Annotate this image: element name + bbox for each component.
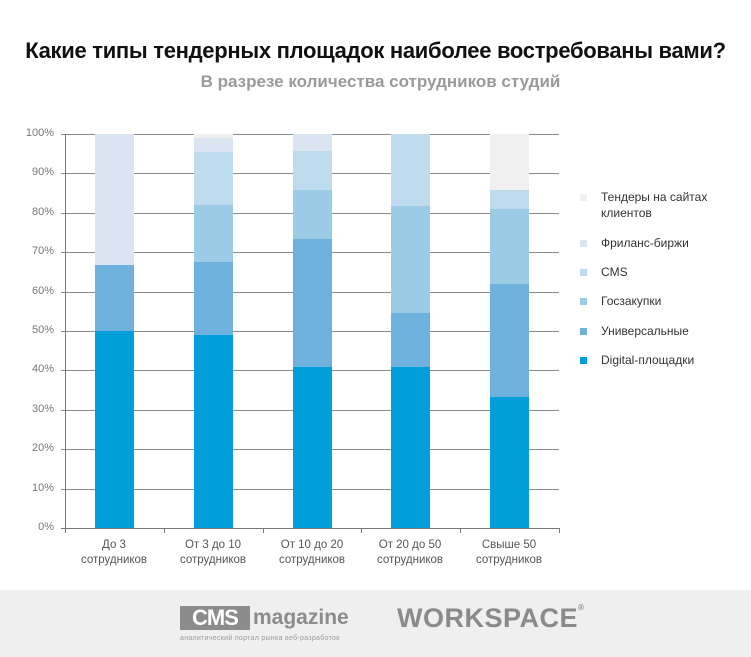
bar-segment (194, 152, 233, 205)
legend-swatch-icon (580, 240, 587, 247)
cms-logo-box: CMS (180, 606, 250, 630)
y-tick-label: 30% (31, 403, 54, 415)
y-tick-label: 20% (31, 442, 54, 454)
x-tick-mark (164, 528, 165, 533)
x-category-label: До 3 сотрудников (65, 538, 163, 568)
legend-label: Тендеры на сайтах клиентов (601, 190, 708, 220)
legend-swatch-icon (580, 328, 587, 335)
x-axis (61, 528, 559, 529)
x-label-line: сотрудников (80, 554, 148, 566)
x-category-label: От 3 до 10 сотрудников (164, 538, 262, 568)
bar-segment (95, 265, 134, 331)
chart-title: Какие типы тендерных площадок наиболее в… (25, 38, 726, 63)
bar-segment (293, 151, 332, 190)
bar-segment (490, 397, 529, 528)
bar-segment (194, 138, 233, 152)
cms-logo-text: magazine (253, 606, 349, 629)
y-tick-label: 80% (31, 206, 54, 218)
bar-segment (194, 134, 233, 138)
x-tick-mark (559, 528, 560, 533)
y-tick-label: 40% (31, 363, 54, 375)
stacked-bar-chart: 0% 10% 20% 30% 40% 50% 60% 70% 80% 90% 100% До 3 сот… (25, 127, 560, 568)
x-tick-mark (263, 528, 264, 533)
bar-segment (391, 134, 430, 206)
y-tick-label: 0% (38, 521, 54, 533)
y-axis (65, 134, 66, 529)
legend-swatch-icon (580, 357, 587, 364)
x-label-line: От 10 до 20 (280, 539, 344, 551)
bar-segment (391, 313, 430, 367)
legend-swatch-icon (580, 298, 587, 305)
x-label-line: сотрудников (179, 554, 247, 566)
legend-label: Фриланс-биржи (601, 236, 689, 250)
x-label-line: Свыше 50 (481, 539, 537, 551)
x-label-line: До 3 (102, 539, 126, 551)
bar-segment (391, 367, 430, 528)
x-label-line: От 3 до 10 (184, 539, 242, 551)
y-tick-label: 50% (31, 324, 54, 336)
bar-segment (95, 331, 134, 528)
chart-subtitle: В разрезе количества сотрудников студий (200, 72, 561, 91)
bar-segment (490, 209, 529, 284)
legend-label: Digital-площадки (601, 353, 695, 367)
x-tick-mark (65, 528, 66, 533)
y-tick-label: 100% (25, 127, 54, 139)
bar-segment (194, 205, 233, 262)
bar-segment (293, 367, 332, 528)
cms-tagline: аналитический портал рынка веб-разработо… (180, 635, 340, 642)
bar-segment (194, 262, 233, 335)
x-label-line: сотрудников (278, 554, 346, 566)
bar-segment (293, 190, 332, 239)
y-tick-label: 60% (31, 285, 54, 297)
bar-segment (194, 335, 233, 528)
x-tick-mark (460, 528, 461, 533)
workspace-logo-text: WORKSPACE (397, 603, 579, 633)
legend-swatch-icon (580, 269, 587, 276)
legend-label: Госзакупки (601, 294, 662, 308)
legend-label: CMS (601, 265, 628, 279)
y-tick-label: 70% (31, 245, 54, 257)
y-tick-label: 10% (31, 482, 54, 494)
footer: CMS magazine аналитический портал рынка … (0, 590, 751, 657)
registered-mark: ® (578, 603, 585, 612)
x-label-line: сотрудников (376, 554, 444, 566)
legend-label: Универсальные (601, 324, 689, 338)
bar-segment (490, 190, 529, 209)
x-category-label: Свыше 50 сотрудников (460, 538, 558, 568)
bar-segment (391, 206, 430, 313)
x-tick-mark (361, 528, 362, 533)
legend-swatch-icon (580, 194, 587, 201)
bar-segment (95, 134, 134, 265)
bar-segment (293, 134, 332, 151)
x-label-line: сотрудников (475, 554, 543, 566)
workspace-logo[interactable]: WORKSPACE® (397, 603, 584, 634)
x-label-line: От 20 до 50 (378, 539, 442, 551)
x-category-label: От 10 до 20 сотрудников (263, 538, 361, 568)
bar-segment (490, 284, 529, 397)
y-tick-label: 90% (31, 166, 54, 178)
bar-segment (490, 134, 529, 190)
x-category-label: От 20 до 50 сотрудников (361, 538, 459, 568)
bar-segment (293, 239, 332, 367)
